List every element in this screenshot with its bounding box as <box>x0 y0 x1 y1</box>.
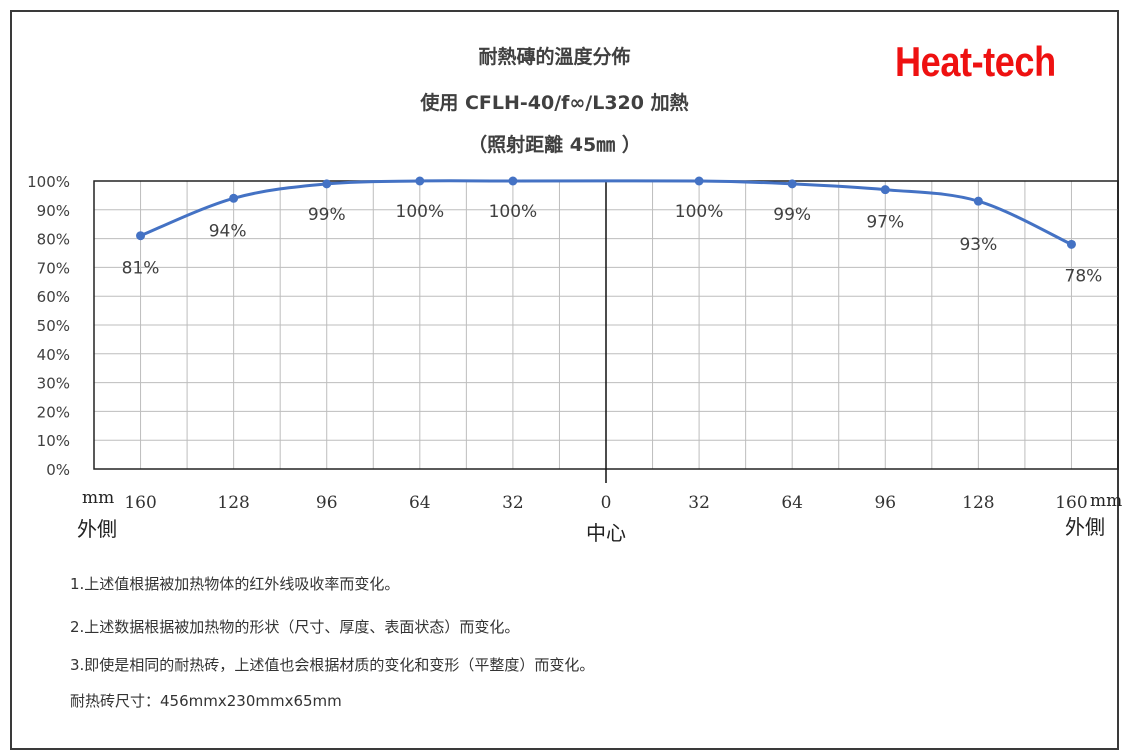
y-tick-label: 100% <box>27 173 70 191</box>
data-label: 99% <box>773 205 811 225</box>
series-line <box>139 179 1073 246</box>
y-tick-label: 50% <box>37 317 70 335</box>
x-tick-label: 160 <box>1055 493 1087 513</box>
data-point <box>229 193 239 203</box>
data-point <box>694 176 704 186</box>
x-tick-label: 64 <box>781 493 803 513</box>
data-point <box>1066 239 1076 249</box>
data-label: 81% <box>122 259 160 279</box>
data-label: 99% <box>308 205 346 225</box>
y-tick-label: 80% <box>37 231 70 249</box>
figure-frame <box>10 10 1119 750</box>
data-point <box>508 176 518 186</box>
data-point <box>322 179 332 189</box>
note-brick-size: 耐热砖尺寸：456mmx230mmx65mm <box>70 692 342 710</box>
x-unit-right: mm <box>1090 491 1122 511</box>
y-tick-label: 40% <box>37 346 70 364</box>
data-label: 78% <box>1065 266 1103 286</box>
x-tick-label: 128 <box>217 493 249 513</box>
x-tick-label: 128 <box>962 493 994 513</box>
x-tick-label: 160 <box>124 493 156 513</box>
y-tick-label: 70% <box>37 259 70 277</box>
x-tick-label: 32 <box>688 493 710 513</box>
y-tick-label: 90% <box>37 202 70 220</box>
data-label: 93% <box>959 235 997 255</box>
y-tick-label: 30% <box>37 375 70 393</box>
note-2: 2.上述数据根据被加热物的形状（尺寸、厚度、表面状态）而变化。 <box>70 618 520 636</box>
x-tick-label: 64 <box>409 493 431 513</box>
data-label: 100% <box>396 202 445 222</box>
x-tick-label: 96 <box>874 493 896 513</box>
data-point <box>136 231 146 241</box>
note-1: 1.上述值根据被加热物体的红外线吸收率而变化。 <box>70 575 400 593</box>
data-label: 97% <box>866 213 904 233</box>
x-center-label: 中心 <box>586 521 626 545</box>
note-3: 3.即使是相同的耐热砖，上述值也会根据材质的变化和变形（平整度）而变化。 <box>70 656 595 674</box>
x-tick-label: 96 <box>316 493 338 513</box>
y-tick-label: 0% <box>46 461 70 479</box>
line-chart: 0% 10% 20% 30% 40% 50% 60% 70% 80% 90% 100% 160 128 9… <box>27 173 1122 545</box>
y-tick-label: 10% <box>37 432 70 450</box>
data-label: 94% <box>209 221 247 241</box>
data-label: 100% <box>675 202 724 222</box>
data-label: 100% <box>489 202 538 222</box>
data-point <box>787 179 797 189</box>
x-tick-label: 32 <box>502 493 524 513</box>
x-side-left: 外側 <box>77 517 117 541</box>
y-tick-label: 20% <box>37 403 70 421</box>
chart-title: 耐熱磚的溫度分佈 <box>478 46 631 68</box>
chart-subtitle-distance: （照射距離 45㎜ ） <box>468 134 641 156</box>
x-unit-left: mm <box>82 488 114 508</box>
x-side-right: 外側 <box>1065 515 1105 539</box>
data-point <box>973 196 983 206</box>
y-tick-label: 60% <box>37 288 70 306</box>
data-point <box>880 185 890 195</box>
data-point <box>415 176 425 186</box>
brand-logo: Heat-tech <box>895 38 1056 85</box>
x-tick-label: 0 <box>601 493 612 513</box>
chart-subtitle: 使用 CFLH-40/f∞/L320 加熱 <box>420 92 689 114</box>
